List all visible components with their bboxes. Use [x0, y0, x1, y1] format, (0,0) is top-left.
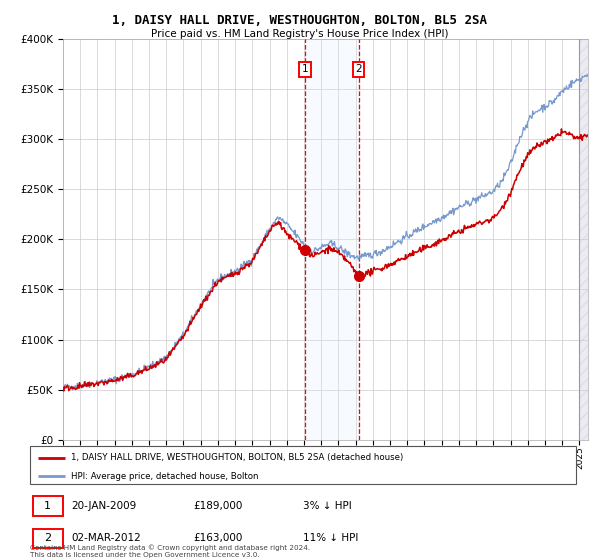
- Text: 02-MAR-2012: 02-MAR-2012: [71, 533, 140, 543]
- Text: 1: 1: [44, 501, 51, 511]
- Bar: [305, 39, 359, 440]
- Text: 11% ↓ HPI: 11% ↓ HPI: [303, 533, 358, 543]
- Text: £163,000: £163,000: [194, 533, 243, 543]
- Text: 2: 2: [355, 64, 362, 74]
- Text: 1, DAISY HALL DRIVE, WESTHOUGHTON, BOLTON, BL5 2SA: 1, DAISY HALL DRIVE, WESTHOUGHTON, BOLTO…: [113, 14, 487, 27]
- Text: Price paid vs. HM Land Registry's House Price Index (HPI): Price paid vs. HM Land Registry's House …: [151, 29, 449, 39]
- Text: 1: 1: [302, 64, 308, 74]
- Text: Contains HM Land Registry data © Crown copyright and database right 2024.
This d: Contains HM Land Registry data © Crown c…: [30, 545, 310, 558]
- FancyBboxPatch shape: [33, 529, 63, 548]
- Text: 1, DAISY HALL DRIVE, WESTHOUGHTON, BOLTON, BL5 2SA (detached house): 1, DAISY HALL DRIVE, WESTHOUGHTON, BOLTO…: [71, 453, 403, 462]
- Text: 20-JAN-2009: 20-JAN-2009: [71, 501, 136, 511]
- Text: 3% ↓ HPI: 3% ↓ HPI: [303, 501, 352, 511]
- FancyBboxPatch shape: [33, 496, 63, 516]
- Text: £189,000: £189,000: [194, 501, 243, 511]
- Bar: [580, 39, 588, 440]
- FancyBboxPatch shape: [30, 446, 576, 484]
- Text: HPI: Average price, detached house, Bolton: HPI: Average price, detached house, Bolt…: [71, 472, 259, 480]
- Text: 2: 2: [44, 533, 52, 543]
